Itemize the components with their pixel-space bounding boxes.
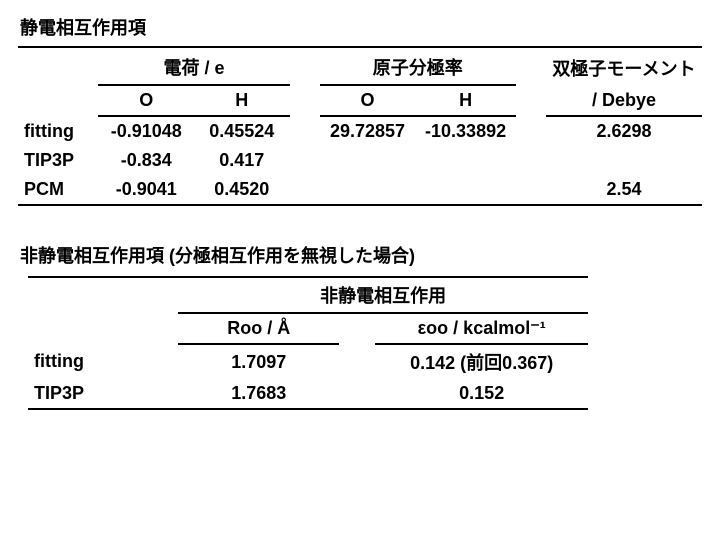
t1-row-label: PCM <box>18 175 98 205</box>
t2-cell: 1.7683 <box>178 379 339 409</box>
table-row: fitting 1.7097 0.142 (前回0.367) <box>28 344 588 379</box>
vertical-spacer <box>18 206 702 240</box>
t1-blank <box>18 85 98 116</box>
t1-gap <box>290 175 320 205</box>
table-row: TIP3P -0.834 0.417 <box>18 146 702 175</box>
t1-cell: 2.54 <box>546 175 702 205</box>
t1-gap <box>516 116 546 146</box>
t2-blank <box>28 313 127 344</box>
t1-row-label: fitting <box>18 116 98 146</box>
t1-sub-dipole: / Debye <box>546 85 702 116</box>
t1-blank <box>18 50 98 85</box>
t2-gap <box>127 344 179 379</box>
t1-gap <box>290 146 320 175</box>
t2-hdr-nonelec: 非静電相互作用 <box>178 277 588 313</box>
t2-wrapper: 非静電相互作用 Roo / Å εoo / kcalmol⁻¹ fitting … <box>28 276 588 410</box>
t1-sub-header-row: O H O H / Debye <box>18 85 702 116</box>
t2-row-label: fitting <box>28 344 127 379</box>
t1-cell <box>415 146 516 175</box>
t2-sub-roo: Roo / Å <box>178 313 339 344</box>
t1-hdr-dipole: 双極子モーメント <box>546 50 702 85</box>
t1-gap <box>516 175 546 205</box>
t1-cell: -0.834 <box>98 146 194 175</box>
table-row: TIP3P 1.7683 0.152 <box>28 379 588 409</box>
t2-cell: 0.152 <box>375 379 588 409</box>
table-row: fitting -0.91048 0.45524 29.72857 -10.33… <box>18 116 702 146</box>
t2-cell: 1.7097 <box>178 344 339 379</box>
t1-table: 電荷 / e 原子分極率 双極子モーメント O H O H / Debye fi… <box>18 50 702 206</box>
t1-sub-polar-o: O <box>320 85 416 116</box>
t1-cell: 0.4520 <box>194 175 290 205</box>
t2-sub-header-row: Roo / Å εoo / kcalmol⁻¹ <box>28 313 588 344</box>
t2-group-header-row: 非静電相互作用 <box>28 277 588 313</box>
t1-gap <box>516 146 546 175</box>
t1-row-label: TIP3P <box>18 146 98 175</box>
t1-hdr-polar: 原子分極率 <box>320 50 516 85</box>
t1-cell: -10.33892 <box>415 116 516 146</box>
t2-cell: 0.142 (前回0.367) <box>375 344 588 379</box>
t1-gap <box>516 50 546 85</box>
t1-cell <box>320 175 416 205</box>
t1-gap <box>290 85 320 116</box>
t1-cell: -0.91048 <box>98 116 194 146</box>
t2-gap <box>339 344 375 379</box>
t1-gap <box>290 116 320 146</box>
t2-row-label: TIP3P <box>28 379 127 409</box>
t2-blank <box>28 277 127 313</box>
t1-group-header-row: 電荷 / e 原子分極率 双極子モーメント <box>18 50 702 85</box>
t1-hdr-charge: 電荷 / e <box>98 50 289 85</box>
t1-sub-charge-h: H <box>194 85 290 116</box>
t1-gap <box>516 85 546 116</box>
t1-gap <box>290 50 320 85</box>
t1-cell: 0.417 <box>194 146 290 175</box>
t2-gap <box>339 313 375 344</box>
t2-gap <box>127 277 179 313</box>
t1-cell: 2.6298 <box>546 116 702 146</box>
t2-gap <box>127 379 179 409</box>
t2-section-title: 非静電相互作用項 (分極相互作用を無視した場合) <box>18 240 702 274</box>
t1-section-title: 静電相互作用項 <box>18 12 702 48</box>
t1-sub-charge-o: O <box>98 85 194 116</box>
t1-cell <box>546 146 702 175</box>
t2-sub-eps: εoo / kcalmol⁻¹ <box>375 313 588 344</box>
t1-cell <box>320 146 416 175</box>
t1-cell: 29.72857 <box>320 116 416 146</box>
t2-table: 非静電相互作用 Roo / Å εoo / kcalmol⁻¹ fitting … <box>28 276 588 410</box>
table-row: PCM -0.9041 0.4520 2.54 <box>18 175 702 205</box>
t1-cell: 0.45524 <box>194 116 290 146</box>
t2-gap <box>339 379 375 409</box>
t1-cell: -0.9041 <box>98 175 194 205</box>
t1-cell <box>415 175 516 205</box>
t2-gap <box>127 313 179 344</box>
t1-sub-polar-h: H <box>415 85 516 116</box>
